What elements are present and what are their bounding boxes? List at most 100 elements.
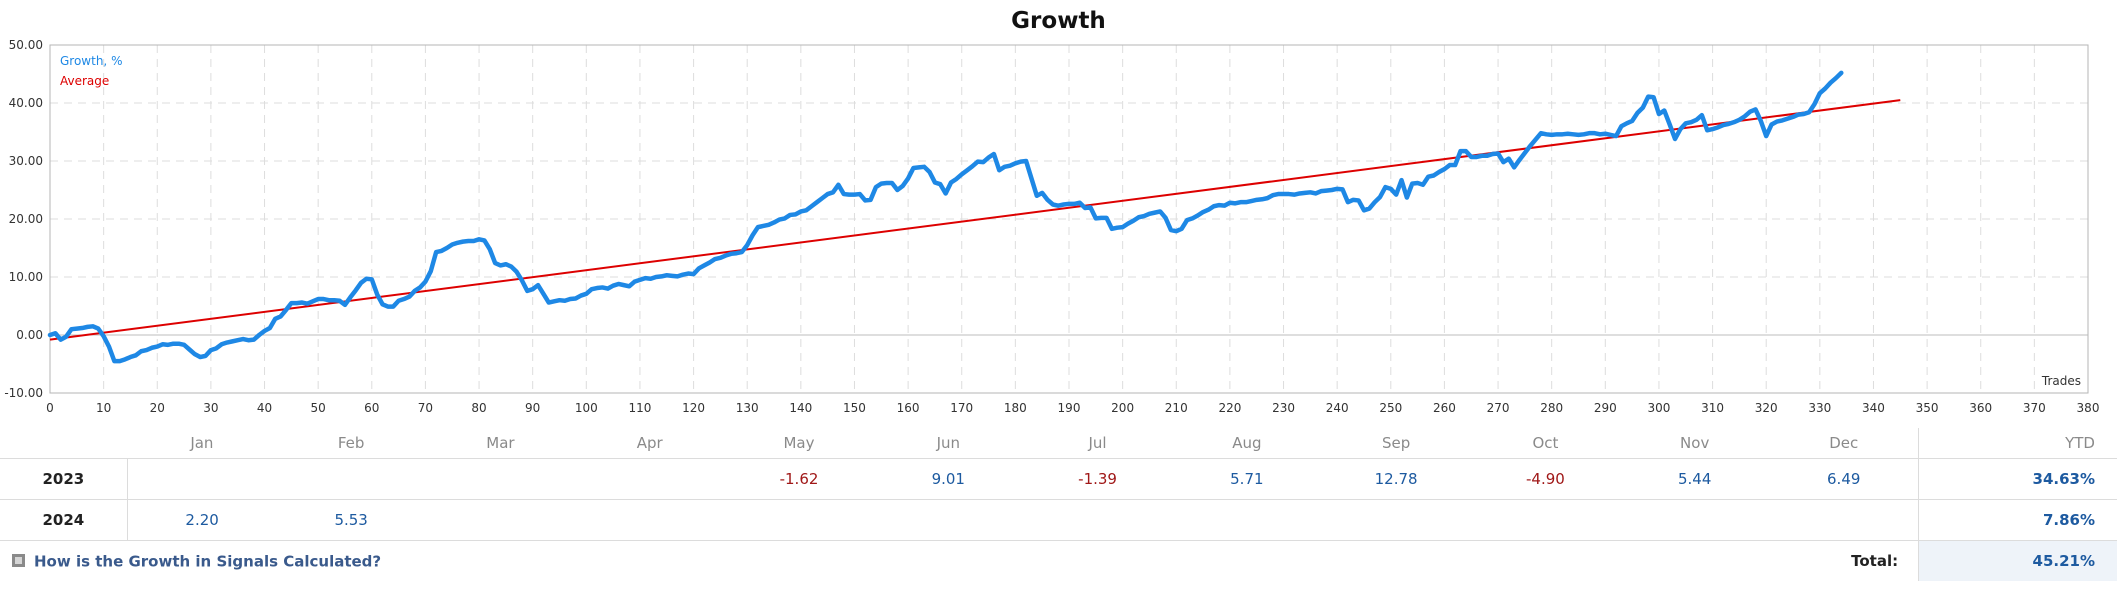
expand-icon[interactable] [12, 553, 25, 567]
x-tick-label: 280 [1540, 401, 1563, 415]
header-month-apr: Apr [575, 428, 725, 459]
month-return-cell [1769, 499, 1919, 541]
header-month-feb: Feb [276, 428, 426, 459]
header-ytd: YTD [1918, 428, 2117, 459]
header-month-jul: Jul [1022, 428, 1173, 459]
x-tick-label: 310 [1701, 401, 1724, 415]
grid-lines [50, 44, 2089, 393]
month-return-cell: 2.20 [127, 499, 277, 541]
x-tick-label: 370 [2023, 401, 2046, 415]
x-tick-label: 30 [203, 401, 218, 415]
legend-item-average[interactable]: Average [60, 74, 109, 88]
x-tick-label: 270 [1487, 401, 1510, 415]
header-month-jun: Jun [873, 428, 1023, 459]
growth-calculation-help-link[interactable]: How is the Growth in Signals Calculated? [34, 552, 382, 571]
x-tick-label: 340 [1862, 401, 1885, 415]
month-return-cell [1620, 499, 1770, 541]
x-tick-label: 330 [1808, 401, 1831, 415]
total-value: 45.21% [1918, 540, 2117, 581]
month-return-cell: 5.44 [1620, 458, 1770, 500]
ytd-cell: 7.86% [1918, 499, 2117, 541]
header-month-aug: Aug [1172, 428, 1322, 459]
month-return-cell [724, 499, 874, 541]
header-year-cell [0, 428, 128, 459]
header-month-mar: Mar [425, 428, 576, 459]
month-return-cell [1470, 499, 1621, 541]
x-tick-label: 80 [471, 401, 486, 415]
x-tick-label: 60 [364, 401, 379, 415]
axes [49, 44, 2089, 394]
x-tick-label: 240 [1326, 401, 1349, 415]
x-tick-label: 180 [1004, 401, 1027, 415]
y-tick-label: -10.00 [4, 386, 43, 400]
month-return-cell [1321, 499, 1471, 541]
header-month-nov: Nov [1620, 428, 1770, 459]
x-axis-ticks: 0 10 20 30 40 50 60 70 80 90 100 110 120 130 140 150 160… [46, 401, 2099, 415]
ytd-cell: 34.63% [1918, 458, 2117, 500]
help-cell: How is the Growth in Signals Calculated? [0, 541, 1620, 582]
x-tick-label: 230 [1272, 401, 1295, 415]
month-return-cell: -1.39 [1022, 458, 1173, 500]
y-tick-label: 30.00 [9, 154, 43, 168]
x-tick-label: 130 [736, 401, 759, 415]
x-tick-label: 40 [257, 401, 272, 415]
month-return-cell: -4.90 [1470, 458, 1621, 500]
growth-chart: 50.00 40.00 30.00 20.00 10.00 0.00 -10.00 0 10 2… [4, 38, 2099, 415]
x-tick-label: 140 [789, 401, 812, 415]
header-month-may: May [724, 428, 874, 459]
x-tick-label: 290 [1594, 401, 1617, 415]
month-return-cell [425, 499, 576, 541]
table-row: 2024 2.20 5.53 7.86% [0, 499, 2117, 541]
x-tick-label: 210 [1165, 401, 1188, 415]
x-tick-label: 110 [628, 401, 651, 415]
x-tick-label: 20 [150, 401, 165, 415]
table-footer-row: How is the Growth in Signals Calculated?… [0, 540, 2117, 582]
legend-item-growth[interactable]: Growth, % [60, 54, 122, 68]
year-cell: 2024 [0, 499, 128, 541]
y-tick-label: 50.00 [9, 38, 43, 52]
month-return-cell: 9.01 [873, 458, 1023, 500]
x-tick-label: 100 [575, 401, 598, 415]
y-tick-label: 0.00 [16, 328, 43, 342]
x-tick-label: 10 [96, 401, 111, 415]
month-return-cell: -1.62 [724, 458, 874, 500]
x-tick-label: 300 [1647, 401, 1670, 415]
average-line [49, 99, 1901, 341]
y-tick-label: 20.00 [9, 212, 43, 226]
x-tick-label: 150 [843, 401, 866, 415]
x-tick-label: 170 [950, 401, 973, 415]
month-return-cell [1172, 499, 1322, 541]
x-tick-label: 250 [1379, 401, 1402, 415]
table-body: 2023 -1.62 9.01 -1.39 5.71 12.78 -4.90 5.44 6.49… [0, 458, 2117, 541]
month-return-cell [575, 499, 725, 541]
x-axis-label: Trades [2041, 374, 2081, 388]
x-tick-label: 190 [1058, 401, 1081, 415]
month-return-cell [276, 458, 426, 500]
month-return-cell [127, 458, 277, 500]
x-tick-label: 90 [525, 401, 540, 415]
y-axis-ticks: 50.00 40.00 30.00 20.00 10.00 0.00 -10.00 [4, 38, 43, 400]
x-tick-label: 380 [2077, 401, 2100, 415]
legend[interactable]: Growth, % Average [60, 54, 122, 88]
header-month-dec: Dec [1769, 428, 1919, 459]
x-tick-label: 320 [1755, 401, 1778, 415]
plot-frame [49, 44, 2089, 394]
total-label: Total: [1851, 552, 1899, 570]
header-month-oct: Oct [1470, 428, 1621, 459]
header-month-sep: Sep [1321, 428, 1471, 459]
monthly-returns-table: Jan Feb Mar Apr May Jun Jul Aug Sep Oct Nov Dec YTD … [0, 428, 2117, 581]
x-tick-label: 70 [418, 401, 433, 415]
y-tick-label: 10.00 [9, 270, 43, 284]
x-tick-label: 360 [1969, 401, 1992, 415]
x-tick-label: 0 [46, 401, 54, 415]
y-tick-label: 40.00 [9, 96, 43, 110]
x-tick-label: 160 [897, 401, 920, 415]
x-tick-label: 350 [1916, 401, 1939, 415]
table-row: 2023 -1.62 9.01 -1.39 5.71 12.78 -4.90 5.44 6.49… [0, 458, 2117, 500]
x-tick-label: 120 [682, 401, 705, 415]
x-tick-label: 260 [1433, 401, 1456, 415]
series-lines [47, 70, 1901, 364]
month-return-cell [873, 499, 1023, 541]
growth-line [47, 70, 1844, 364]
header-month-jan: Jan [127, 428, 277, 459]
